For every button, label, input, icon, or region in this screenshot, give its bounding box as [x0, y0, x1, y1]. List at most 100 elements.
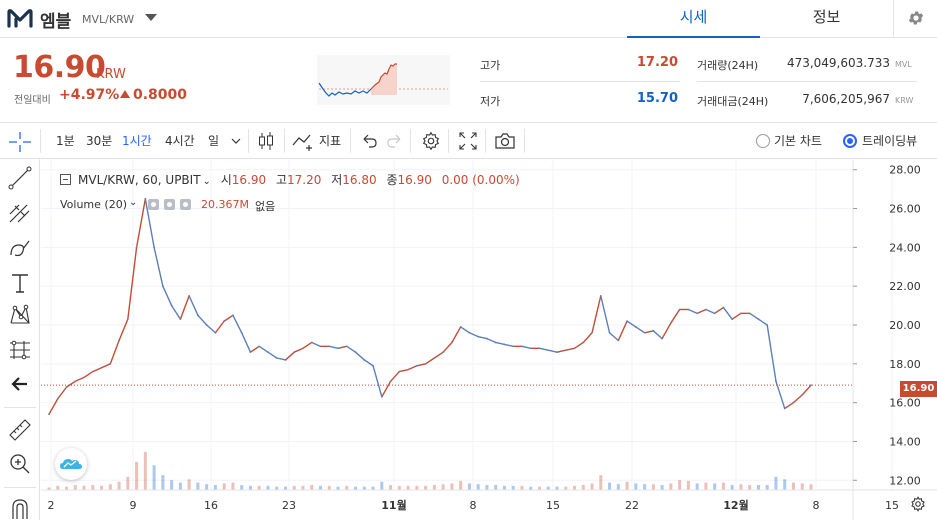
current-price: 16.90 — [13, 50, 106, 85]
volume-bar — [765, 485, 769, 490]
chevron-down-icon[interactable] — [230, 136, 242, 146]
settings-gear-icon[interactable] — [420, 129, 442, 153]
indicator-icon[interactable] — [291, 129, 317, 153]
price-point — [249, 351, 252, 354]
price-segment — [153, 247, 164, 287]
price-segment — [390, 371, 400, 382]
visibility-icon[interactable] — [148, 199, 159, 210]
volume-bar — [406, 485, 410, 490]
price-point — [345, 345, 348, 348]
tradingview-logo[interactable] — [55, 448, 87, 480]
brush-icon[interactable] — [7, 235, 33, 261]
x-tick-label: 12월 — [723, 498, 748, 512]
price-segment — [329, 345, 339, 349]
tradingview-radio[interactable] — [843, 134, 857, 148]
price-point — [599, 294, 602, 297]
price-segment — [539, 347, 549, 351]
volume-bar — [555, 486, 559, 490]
price-chart-svg[interactable]: 12.00 14.00 16.00 18.00 20.00 22.00 24.00 26.00… — [41, 160, 937, 520]
volume-bar — [415, 485, 419, 490]
undo-icon[interactable] — [360, 129, 378, 153]
chevron-down-icon[interactable] — [145, 14, 157, 21]
y-tick-label: 12.00 — [889, 474, 921, 487]
zoom-in-icon[interactable] — [7, 451, 33, 477]
price-segment — [57, 386, 68, 400]
axis-settings-gear-icon[interactable] — [911, 496, 925, 512]
price-point — [153, 246, 156, 249]
arrow-left-icon[interactable] — [7, 371, 33, 397]
basic-chart-label[interactable]: 기본 차트 — [774, 134, 822, 148]
tab-price[interactable]: 시세 — [627, 0, 760, 38]
trend-line-icon[interactable] — [7, 165, 33, 191]
y-tick-label: 24.00 — [889, 241, 921, 254]
volume-value: 20.367M — [201, 198, 249, 211]
price-point — [740, 312, 742, 315]
camera-icon[interactable] — [493, 129, 517, 153]
price-axis[interactable]: 12.00 14.00 16.00 18.00 20.00 22.00 24.00 26.00… — [853, 164, 921, 488]
volume-bar — [546, 486, 550, 490]
volume-chevron-icon[interactable]: ⌄ — [129, 197, 138, 208]
text-icon[interactable] — [7, 270, 33, 296]
volume-bar — [240, 485, 244, 490]
fullscreen-icon[interactable] — [457, 129, 479, 153]
price-segment — [416, 363, 426, 367]
price-point — [310, 341, 313, 344]
interval-4h[interactable]: 4시간 — [165, 134, 195, 148]
price-segment — [179, 295, 190, 320]
settings-button[interactable] — [893, 0, 937, 38]
y-tick-label: 28.00 — [889, 164, 921, 177]
price-point — [564, 349, 567, 352]
price-segment — [346, 345, 356, 353]
price-segment — [188, 295, 199, 316]
price-point — [661, 337, 664, 340]
price-chart[interactable]: 12.00 14.00 16.00 18.00 20.00 22.00 24.00 26.00… — [41, 160, 937, 520]
price-point — [477, 335, 480, 338]
price-segment — [74, 376, 85, 382]
volume-bar — [774, 476, 778, 490]
crosshair-button[interactable] — [8, 131, 32, 153]
drawing-toolbar — [0, 159, 40, 520]
interval-1h[interactable]: 1시간 — [122, 134, 152, 148]
price-point — [459, 326, 462, 328]
volume-bar — [65, 486, 69, 490]
collapse-legend-button[interactable] — [60, 174, 71, 185]
volume-bar — [450, 483, 454, 490]
redo-icon[interactable] — [386, 129, 404, 153]
legend-symbol[interactable]: MVL/KRW, 60, UPBIT — [78, 173, 201, 187]
price-segment — [617, 320, 628, 341]
close-mini-icon[interactable] — [180, 199, 191, 210]
fib-pitchfork-icon[interactable] — [7, 200, 33, 226]
prediction-icon[interactable] — [7, 337, 33, 363]
price-segment — [696, 308, 707, 314]
divider — [248, 129, 249, 153]
interval-30m[interactable]: 30분 — [86, 134, 113, 148]
price-segment — [144, 198, 155, 248]
magnet-icon[interactable] — [7, 495, 33, 520]
sparkline-chart — [317, 55, 450, 105]
price-segment — [591, 295, 602, 333]
settings-mini-icon[interactable] — [164, 199, 175, 210]
volume-bar — [231, 482, 235, 490]
price-segment — [766, 324, 777, 382]
volume-extra: 없음 — [255, 200, 276, 213]
price-point — [608, 331, 611, 334]
price-point — [486, 337, 488, 340]
indicator-button[interactable]: 지표 — [319, 134, 342, 148]
pattern-icon[interactable] — [7, 303, 33, 329]
coin-pair[interactable]: MVL/KRW — [82, 13, 135, 26]
interval-1m[interactable]: 1분 — [56, 134, 75, 148]
price-point — [161, 285, 164, 288]
price-point — [372, 364, 374, 367]
tab-info[interactable]: 정보 — [812, 8, 841, 26]
interval-day[interactable]: 일 — [208, 134, 220, 148]
coin-name[interactable]: 엠블 — [40, 12, 72, 32]
price-point — [556, 351, 558, 354]
candlestick-icon[interactable] — [255, 129, 277, 153]
time-axis[interactable]: 2 9 16 23 11월 8 15 22 12월 8 15 — [48, 498, 900, 512]
volume-study-label[interactable]: Volume (20) — [60, 198, 127, 211]
chevron-down-icon[interactable]: ⌄ — [202, 176, 211, 187]
basic-chart-radio[interactable] — [756, 134, 770, 148]
ruler-icon[interactable] — [7, 417, 33, 443]
tradingview-label[interactable]: 트레이딩뷰 — [862, 134, 918, 148]
divider — [448, 129, 449, 153]
